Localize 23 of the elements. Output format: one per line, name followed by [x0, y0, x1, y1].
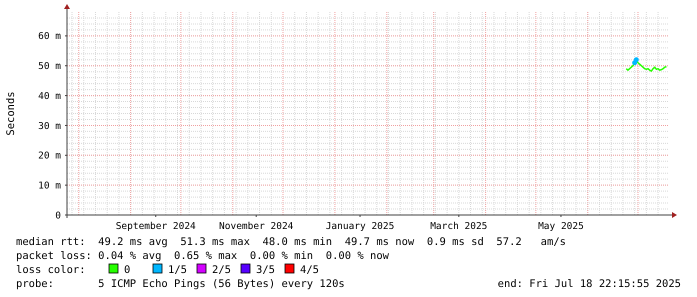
y-tick-label: 0	[55, 210, 62, 222]
legend-title: loss color:	[16, 264, 86, 276]
legend-label: 1/5	[168, 264, 187, 276]
y-tick-label: 30 m	[38, 120, 62, 132]
x-tick-label: March 2025	[430, 221, 488, 232]
text: median rtt: 49.2 ms avg 51.3 ms max 48.0 ms min 49.7 ms now 0.9 ms sd 57.2 am/s	[16, 236, 566, 248]
legend-label: 2/5	[212, 264, 231, 276]
y-tick-label: 40 m	[38, 90, 62, 102]
legend-label: 3/5	[256, 264, 275, 276]
legend-label: 4/5	[300, 264, 319, 276]
legend-label: 0	[124, 264, 130, 276]
x-tick-label: November 2024	[219, 221, 294, 232]
y-axis-title: Seconds	[5, 91, 17, 136]
text: end: Fri Jul 18 22:15:55 2025	[498, 278, 681, 290]
x-tick-label: January 2025	[326, 221, 394, 232]
y-tick-label: 50 m	[38, 61, 62, 72]
text: probe: 5 ICMP Echo Pings (56 Bytes) every 120s	[16, 278, 345, 290]
x-tick-label: September 2024	[116, 221, 196, 232]
x-tick-label: May 2025	[538, 221, 584, 232]
y-tick-label: 60 m	[38, 31, 62, 42]
y-tick-label: 10 m	[38, 180, 62, 192]
y-tick-label: 20 m	[38, 150, 62, 162]
text: packet loss: 0.04 % avg 0.65 % max 0.00 % min 0.00 % now	[16, 250, 390, 262]
